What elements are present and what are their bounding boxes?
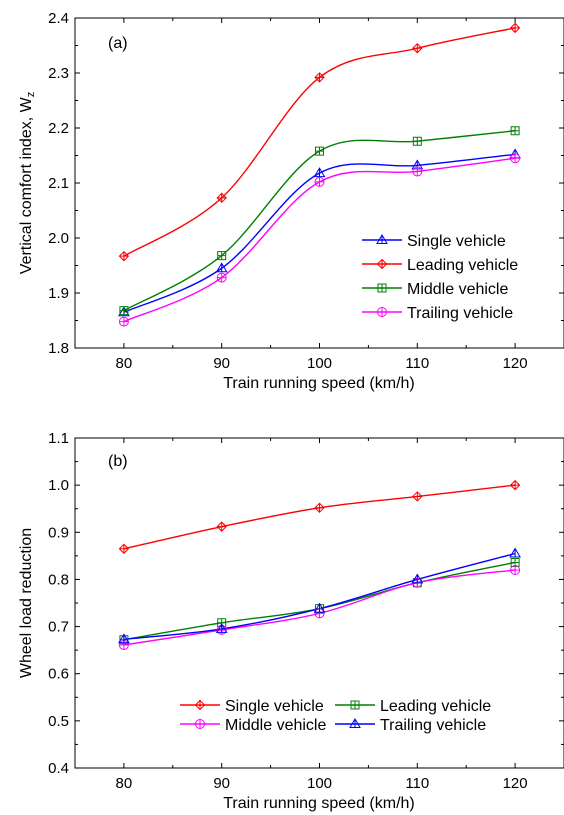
data-point-trailing-vehicle: [118, 316, 129, 327]
x-tick-label: 120: [503, 355, 528, 372]
data-point-trailing-vehicle: [313, 602, 326, 613]
y-tick-label: 0.4: [48, 760, 69, 777]
legend-entry: Middle vehicle: [362, 281, 508, 298]
legend-a: Single vehicle Leading vehicle Middle vehi…: [362, 233, 518, 322]
y-tick-label: 2.0: [48, 230, 69, 247]
legend-b: Single vehicle Leading vehicle Middle vehi…: [180, 698, 491, 734]
y-tick-label: 1.0: [48, 477, 69, 494]
y-tick-label: 2.2: [48, 120, 69, 137]
x-axis-label-a: Train running speed (km/h): [223, 375, 415, 392]
data-point-trailing-vehicle: [411, 573, 424, 584]
x-tick-label: 90: [213, 775, 230, 792]
legend-entry: Single vehicle: [362, 233, 506, 250]
legend-entry: Trailing vehicle: [335, 717, 486, 734]
data-point-leading-vehicle: [216, 192, 227, 204]
legend-marker: [194, 699, 206, 711]
data-point-single-vehicle: [509, 479, 521, 491]
legend-entry: Trailing vehicle: [362, 305, 513, 322]
y-tick-label: 0.5: [48, 713, 69, 730]
data-point-single-vehicle: [314, 502, 325, 513]
x-tick-label: 110: [405, 775, 429, 792]
data-point-trailing-vehicle: [215, 622, 228, 633]
x-tick-label: 100: [307, 775, 332, 792]
data-point-middle-vehicle: [510, 126, 520, 136]
data-point-single-vehicle: [118, 543, 130, 554]
data-point-single-vehicle: [215, 262, 228, 273]
axis-ticks-a: 80 90 100 110 120 1.8 1.9 2.0 2.1 2.2 2.3 2.4: [48, 10, 564, 372]
y-axis-label-b: Wheel load reduction: [18, 528, 35, 678]
data-point-trailing-vehicle: [510, 153, 521, 164]
data-point-trailing-vehicle: [509, 547, 521, 558]
legend-label: Trailing vehicle: [380, 717, 486, 734]
data-point-leading-vehicle: [412, 43, 423, 54]
legend-entry: Middle vehicle: [180, 717, 326, 734]
series-line-single-vehicle: [123, 484, 516, 550]
x-tick-label: 80: [116, 775, 133, 792]
y-tick-label: 1.9: [48, 285, 69, 302]
y-tick-label: 2.4: [48, 10, 69, 27]
data-point-middle-vehicle: [119, 306, 129, 316]
data-point-middle-vehicle: [315, 146, 324, 156]
legend-entry: Leading vehicle: [362, 257, 518, 274]
data-point-leading-vehicle: [509, 22, 521, 34]
legend-marker: [350, 700, 360, 710]
x-tick-label: 100: [307, 355, 332, 372]
panel-label-a: (a): [108, 35, 128, 52]
legend-label: Middle vehicle: [407, 281, 508, 298]
axis-ticks-b: 80 90 100 110 120 0.4 0.5 0.6 0.7 0.8 0.9 1.0 1.1: [48, 430, 564, 792]
y-tick-label: 2.3: [48, 65, 69, 82]
y-tick-label: 0.9: [48, 524, 69, 541]
legend-marker: [376, 258, 388, 270]
data-point-leading-vehicle: [314, 72, 325, 83]
x-tick-label: 80: [116, 355, 133, 372]
legend-marker: [377, 307, 387, 317]
data-point-single-vehicle: [313, 167, 326, 178]
y-tick-label: 0.8: [48, 571, 69, 588]
series-line-leading-vehicle: [123, 27, 516, 257]
data-point-trailing-vehicle: [314, 176, 325, 187]
legend-label: Leading vehicle: [407, 257, 518, 274]
data-point-trailing-vehicle: [118, 633, 130, 644]
legend-label: Single vehicle: [407, 233, 506, 250]
legend-marker: [349, 718, 361, 728]
data-point-trailing-vehicle: [412, 166, 423, 177]
x-tick-label: 90: [213, 355, 230, 372]
legend-marker: [376, 234, 388, 244]
legend-label: Leading vehicle: [380, 698, 491, 715]
series-markers-b: [118, 479, 521, 650]
legend-entry: Leading vehicle: [335, 698, 491, 715]
y-tick-label: 0.6: [48, 666, 69, 683]
series-line-leading-vehicle: [123, 561, 516, 641]
y-tick-label: 0.7: [48, 619, 69, 636]
data-point-middle-vehicle: [412, 136, 422, 146]
data-point-middle-vehicle: [510, 565, 521, 575]
legend-marker: [195, 719, 205, 729]
legend-marker: [377, 283, 387, 293]
panel-label-b: (b): [108, 453, 128, 470]
series-markers-a: [118, 22, 521, 327]
legend-label: Trailing vehicle: [407, 305, 513, 322]
chart-b: 80 90 100 110 120 0.4 0.5 0.6 0.7 0.8 0.9 1.0 1.1 (b…: [18, 430, 564, 812]
legend-label: Middle vehicle: [225, 717, 326, 734]
data-point-single-vehicle: [216, 521, 227, 532]
x-tick-label: 110: [405, 355, 429, 372]
legend-label: Single vehicle: [225, 698, 324, 715]
chart-a: 80 90 100 110 120 1.8 1.9 2.0 2.1 2.2 2.3 2.4 (a) T…: [18, 10, 564, 392]
data-point-middle-vehicle: [217, 251, 227, 261]
x-tick-label: 120: [503, 775, 528, 792]
y-tick-label: 1.1: [48, 430, 69, 447]
x-axis-label-b: Train running speed (km/h): [223, 795, 415, 812]
y-tick-label: 2.1: [48, 175, 69, 192]
data-point-single-vehicle: [412, 491, 423, 502]
data-point-leading-vehicle: [118, 250, 130, 262]
y-tick-label: 1.8: [48, 340, 69, 357]
y-axis-label-a: Vertical comfort index, Wz: [18, 92, 37, 274]
series-line-trailing-vehicle: [123, 552, 516, 640]
legend-entry: Single vehicle: [180, 698, 324, 715]
data-point-trailing-vehicle: [216, 272, 227, 283]
